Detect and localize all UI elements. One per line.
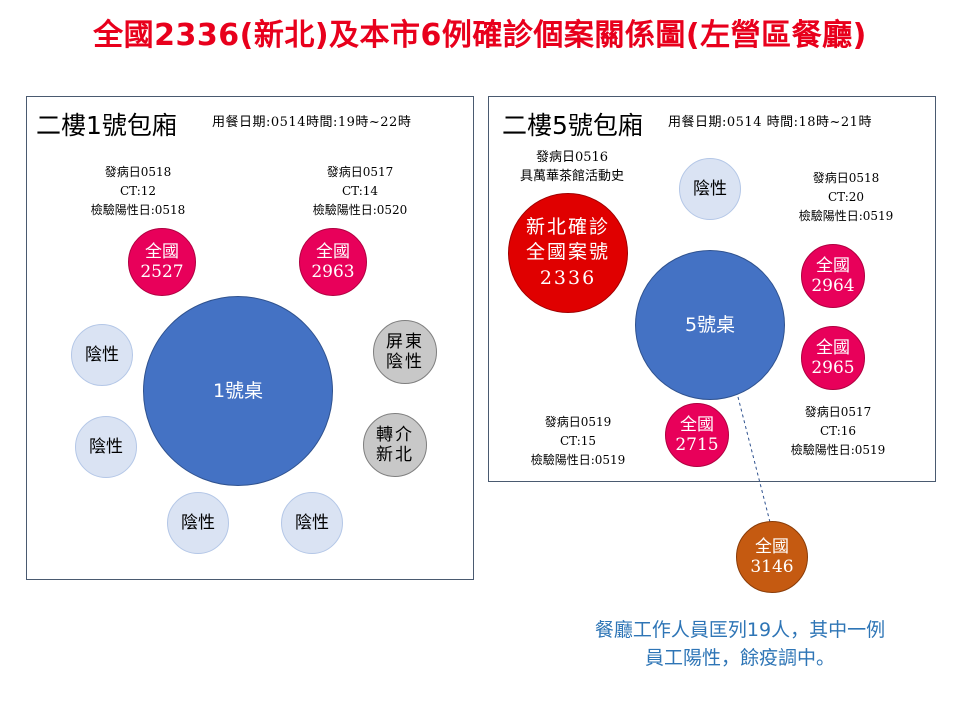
case-2715-note: 發病日0519 CT:15 檢驗陽性日:0519 bbox=[530, 415, 626, 467]
negative-contact: 陰性 bbox=[679, 158, 741, 220]
negative-contact: 陰性 bbox=[71, 324, 133, 386]
table-1: 1號桌 bbox=[143, 296, 333, 486]
room-1-title: 二樓1號包廂 bbox=[36, 111, 177, 140]
pingtung-negative: 屏東 陰性 bbox=[373, 320, 437, 384]
negative-contact: 陰性 bbox=[75, 416, 137, 478]
case-2965: 全國 2965 bbox=[801, 326, 865, 390]
table-5: 5號桌 bbox=[635, 250, 785, 400]
case-2527-note: 發病日0518 CT:12 檢驗陽性日:0518 bbox=[90, 165, 186, 217]
room-5-time-note: 用餐日期:0514 時間:18時~21時 bbox=[668, 115, 872, 130]
referred-new-taipei: 轉介 新北 bbox=[363, 413, 427, 477]
room-5-title: 二樓5號包廂 bbox=[502, 111, 643, 140]
case-2336-new-taipei: 新北確診 全國案號 2336 bbox=[508, 193, 628, 313]
case-2965-note: 發病日0517 CT:16 檢驗陽性日:0519 bbox=[790, 405, 886, 457]
negative-contact: 陰性 bbox=[167, 492, 229, 554]
page-title: 全國2336(新北)及本市6例確診個案關係圖(左營區餐廳) bbox=[93, 18, 867, 53]
room-1-time-note: 用餐日期:0514時間:19時~22時 bbox=[212, 115, 412, 130]
negative-contact: 陰性 bbox=[281, 492, 343, 554]
case-2963-note: 發病日0517 CT:14 檢驗陽性日:0520 bbox=[312, 165, 408, 217]
case-3146-staff: 全國 3146 bbox=[736, 521, 808, 593]
staff-footnote: 餐廳工作人員匡列19人，其中一例 員工陽性，餘疫調中。 bbox=[594, 619, 886, 669]
case-2964-note: 發病日0518 CT:20 檢驗陽性日:0519 bbox=[798, 171, 894, 223]
case-2964: 全國 2964 bbox=[801, 244, 865, 308]
case-2963: 全國 2963 bbox=[299, 228, 367, 296]
case-2715: 全國 2715 bbox=[665, 403, 729, 467]
case-2336-note: 發病日0516 具萬華茶館活動史 bbox=[519, 150, 625, 184]
case-2527: 全國 2527 bbox=[128, 228, 196, 296]
